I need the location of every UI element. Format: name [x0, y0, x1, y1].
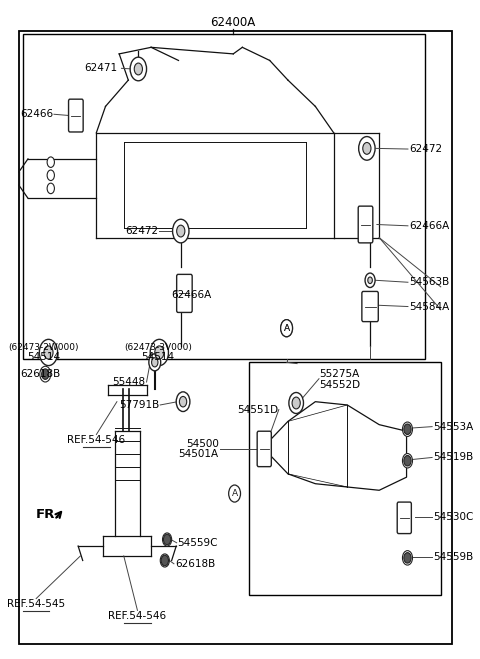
Circle shape	[228, 485, 240, 502]
Circle shape	[173, 219, 189, 243]
Text: 62466A: 62466A	[172, 291, 212, 301]
Text: 54559C: 54559C	[178, 538, 218, 548]
Text: (62473-3V000): (62473-3V000)	[124, 343, 192, 353]
FancyBboxPatch shape	[397, 502, 411, 534]
Text: FR.: FR.	[36, 508, 61, 521]
Text: 54500: 54500	[186, 440, 218, 449]
Circle shape	[402, 453, 412, 468]
Text: 54553A: 54553A	[433, 422, 473, 432]
Circle shape	[404, 455, 411, 466]
Circle shape	[176, 392, 190, 411]
Circle shape	[150, 339, 168, 366]
FancyBboxPatch shape	[69, 99, 83, 132]
Circle shape	[40, 366, 51, 382]
Circle shape	[161, 556, 168, 565]
Text: 54519B: 54519B	[433, 453, 473, 463]
Text: 62472: 62472	[409, 144, 442, 154]
FancyBboxPatch shape	[257, 431, 271, 467]
Text: 55275A: 55275A	[319, 369, 359, 379]
Text: A: A	[284, 324, 289, 333]
Circle shape	[47, 183, 54, 194]
Text: 54552D: 54552D	[319, 380, 360, 390]
Text: 57791B: 57791B	[119, 400, 159, 410]
Circle shape	[39, 339, 58, 366]
Text: 54530C: 54530C	[433, 511, 473, 521]
Text: REF.54-546: REF.54-546	[108, 612, 167, 621]
Circle shape	[404, 553, 411, 563]
Circle shape	[289, 393, 303, 413]
Bar	[24, 34, 425, 359]
Text: 55448: 55448	[112, 377, 145, 387]
Circle shape	[402, 422, 412, 436]
Text: 54563B: 54563B	[409, 277, 449, 287]
Circle shape	[152, 358, 158, 367]
Circle shape	[180, 397, 187, 407]
Text: 62618B: 62618B	[175, 559, 215, 569]
Circle shape	[163, 533, 172, 546]
Circle shape	[368, 277, 372, 283]
Text: A: A	[231, 489, 238, 498]
Text: 62466A: 62466A	[409, 221, 449, 231]
Circle shape	[47, 170, 54, 181]
Text: 62618B: 62618B	[21, 369, 61, 379]
Circle shape	[359, 136, 375, 160]
FancyBboxPatch shape	[177, 274, 192, 312]
Text: 62471: 62471	[84, 63, 117, 73]
Text: A: A	[284, 324, 289, 333]
Circle shape	[149, 354, 161, 371]
Circle shape	[134, 63, 143, 75]
Circle shape	[42, 369, 49, 380]
Text: 54514: 54514	[27, 352, 60, 362]
Text: 54514: 54514	[142, 352, 175, 362]
Text: 62400A: 62400A	[211, 16, 256, 29]
Text: REF.54-545: REF.54-545	[7, 599, 65, 609]
Circle shape	[402, 551, 412, 565]
Bar	[249, 362, 441, 595]
FancyBboxPatch shape	[362, 291, 378, 322]
Circle shape	[281, 320, 292, 337]
Circle shape	[365, 273, 375, 287]
Text: 62466: 62466	[20, 109, 53, 119]
Text: 54551D: 54551D	[237, 405, 278, 415]
Circle shape	[177, 225, 185, 237]
Circle shape	[292, 397, 300, 409]
Text: 62472: 62472	[125, 226, 158, 236]
Text: 54501A: 54501A	[179, 449, 218, 459]
Text: REF.54-546: REF.54-546	[67, 435, 125, 445]
Text: 54559B: 54559B	[433, 552, 473, 562]
Text: 54584A: 54584A	[409, 302, 449, 312]
Circle shape	[44, 346, 53, 359]
Circle shape	[404, 424, 411, 434]
Circle shape	[155, 346, 164, 359]
Circle shape	[163, 534, 171, 545]
Circle shape	[363, 142, 371, 154]
FancyBboxPatch shape	[358, 206, 373, 243]
Circle shape	[47, 157, 54, 167]
Circle shape	[130, 57, 146, 81]
Circle shape	[281, 320, 292, 337]
Text: (62473-2W000): (62473-2W000)	[9, 343, 79, 353]
Circle shape	[160, 554, 169, 567]
